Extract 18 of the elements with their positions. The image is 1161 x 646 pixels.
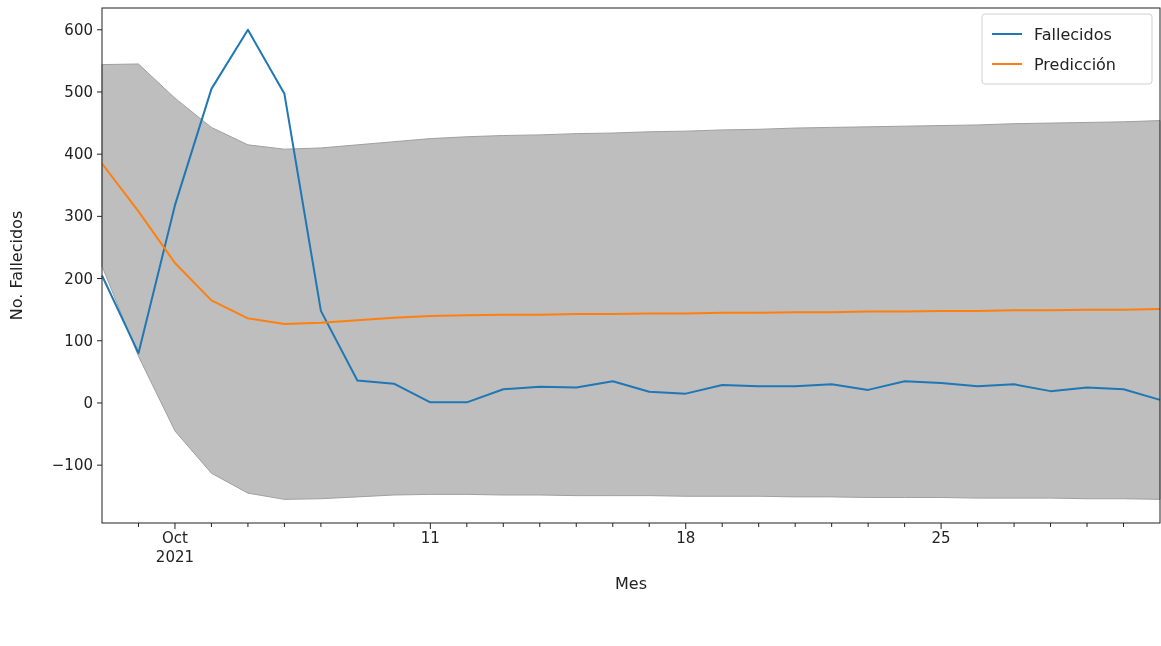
y-tick-label: 500 [64, 82, 93, 101]
x-tick-label: 11 [420, 529, 440, 547]
y-tick-label: −100 [51, 456, 93, 475]
line-series [101, 28, 1161, 404]
x-tick-label: 18 [676, 529, 696, 547]
y-tick-label: 600 [64, 20, 93, 39]
y-tick-label: 0 [83, 393, 93, 412]
x-tick-label: 25 [931, 529, 951, 547]
legend-label: Fallecidos [1034, 25, 1112, 44]
y-tick-label: 100 [64, 331, 93, 350]
y-tick-label: 200 [64, 269, 93, 288]
y-tick-label: 300 [64, 207, 93, 226]
y-tick-label: 400 [64, 145, 93, 164]
x-axis-title: Mes [615, 574, 647, 593]
y-axis-title: No. Fallecidos [7, 210, 26, 321]
legend-label: Predicción [1034, 55, 1117, 74]
x-tick-label: Oct 2021 [155, 529, 195, 566]
line-series [101, 162, 1161, 325]
